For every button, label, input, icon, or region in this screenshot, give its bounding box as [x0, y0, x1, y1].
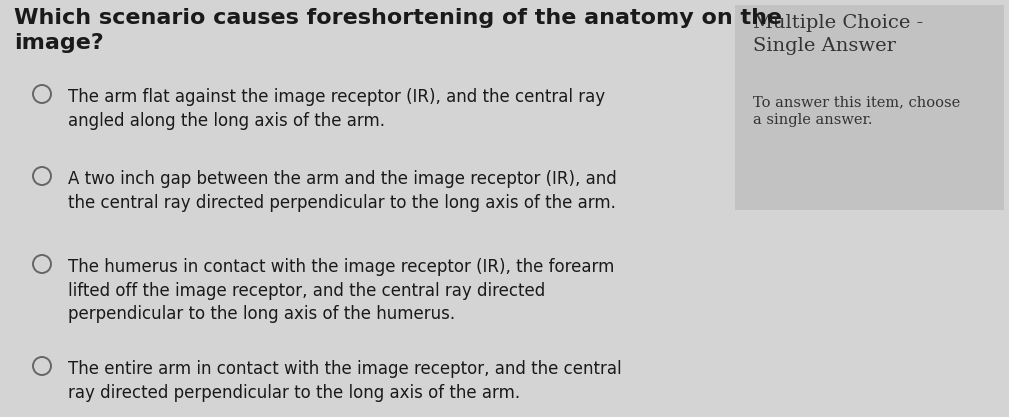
Text: A two inch gap between the arm and the image receptor (IR), and
the central ray : A two inch gap between the arm and the i… — [68, 170, 616, 211]
Text: To answer this item, choose
a single answer.: To answer this item, choose a single ans… — [753, 95, 961, 128]
Text: The arm flat against the image receptor (IR), and the central ray
angled along t: The arm flat against the image receptor … — [68, 88, 605, 130]
Text: The entire arm in contact with the image receptor, and the central
ray directed : The entire arm in contact with the image… — [68, 360, 622, 402]
Text: Which scenario causes foreshortening of the anatomy on the
image?: Which scenario causes foreshortening of … — [14, 8, 782, 53]
FancyBboxPatch shape — [735, 5, 1004, 210]
Text: The humerus in contact with the image receptor (IR), the forearm
lifted off the : The humerus in contact with the image re… — [68, 258, 614, 323]
Text: Multiple Choice -
Single Answer: Multiple Choice - Single Answer — [753, 14, 923, 55]
